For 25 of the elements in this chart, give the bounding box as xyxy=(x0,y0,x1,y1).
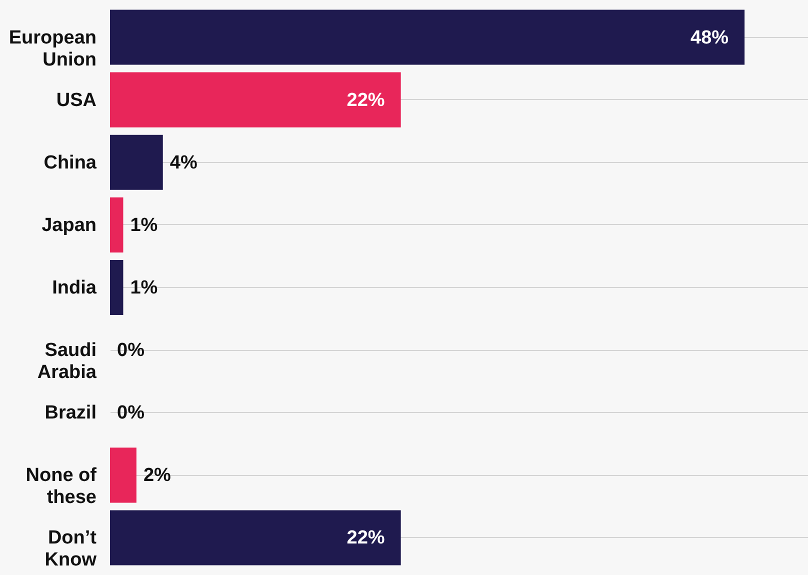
data-label: 1% xyxy=(130,214,158,236)
bar xyxy=(110,510,401,566)
data-label: 1% xyxy=(130,278,158,298)
y-tick-label: Saudi Arabia xyxy=(37,340,97,384)
y-tick-label: European Union xyxy=(8,27,96,70)
data-label: 48% xyxy=(690,27,729,48)
data-label: 0% xyxy=(117,340,145,362)
y-tick-label: USA xyxy=(56,90,97,111)
data-label: 22% xyxy=(346,528,385,549)
bar xyxy=(110,134,163,190)
y-tick-label: Don’t Know xyxy=(44,528,98,571)
y-tick-label: None of these xyxy=(26,465,98,508)
data-label: 0% xyxy=(117,402,145,424)
data-label: 22% xyxy=(346,90,385,111)
bar xyxy=(110,448,136,503)
data-label: 4% xyxy=(170,152,198,174)
y-tick-label: China xyxy=(44,152,97,174)
y-tick-label: Brazil xyxy=(44,402,96,424)
bar xyxy=(110,260,124,316)
data-label: 2% xyxy=(143,465,172,486)
bar xyxy=(110,197,124,252)
y-tick-label: Japan xyxy=(42,214,96,236)
y-tick-label: India xyxy=(52,278,97,298)
bar xyxy=(110,72,401,128)
bar xyxy=(110,10,745,65)
